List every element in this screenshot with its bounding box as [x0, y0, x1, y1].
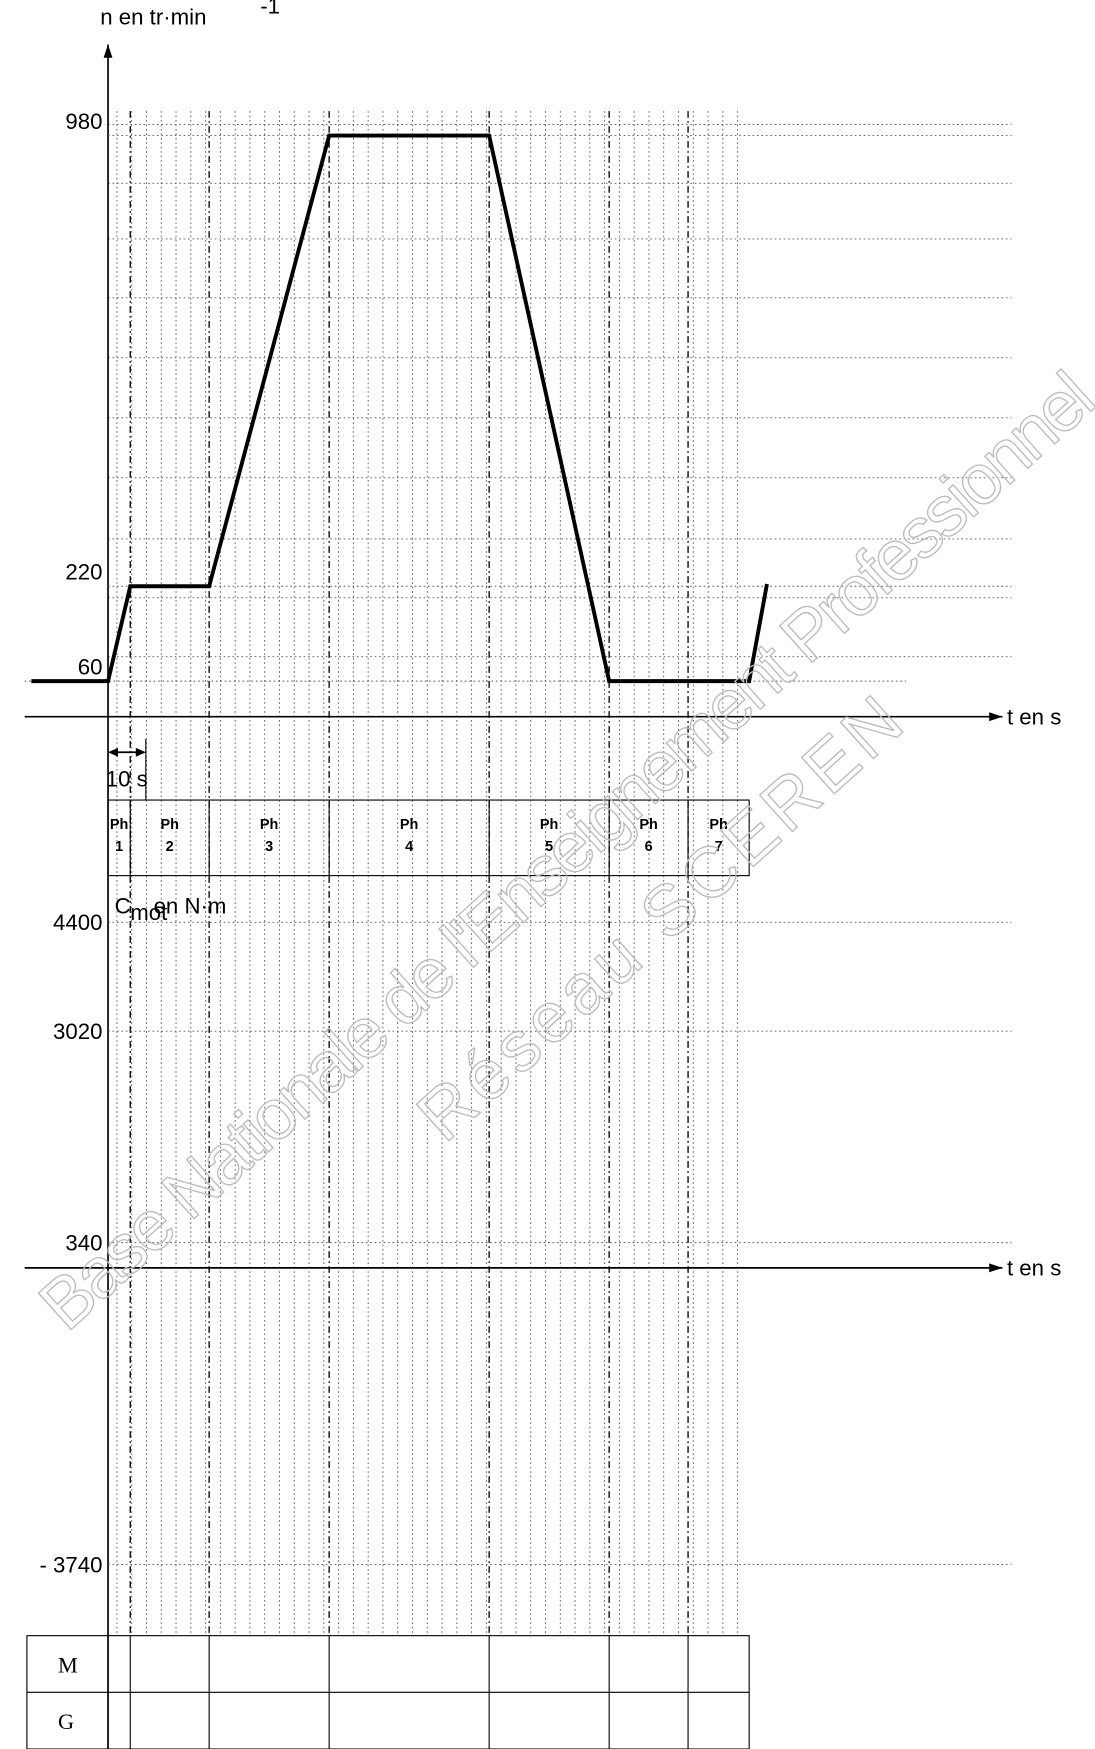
- grid: [108, 111, 1012, 1636]
- axis-label: C: [115, 893, 131, 918]
- y-tick-label: 4400: [53, 910, 102, 935]
- y-tick-label: 220: [65, 560, 102, 585]
- mode-label: G: [58, 1709, 74, 1734]
- y-tick-label: 340: [65, 1230, 102, 1255]
- phase-number: 2: [166, 839, 174, 855]
- phase-label: Ph: [160, 817, 178, 833]
- y-tick-label: 980: [65, 109, 102, 134]
- axis-label: en N·m: [154, 893, 227, 918]
- phase-label: Ph: [110, 817, 128, 833]
- y-tick-label: - 3740: [39, 1552, 102, 1577]
- phase-number: 5: [545, 839, 553, 855]
- phase-number: 4: [405, 839, 413, 855]
- axis-label-sub: mot: [130, 900, 168, 925]
- y-tick-label: 3020: [53, 1019, 102, 1044]
- speed-axis-head: [103, 44, 113, 58]
- time-axis-head: [989, 1263, 1003, 1273]
- axis-label: n en tr·min: [100, 4, 206, 29]
- phase-number: 3: [265, 839, 273, 855]
- speed-profile: [31, 133, 769, 684]
- time-axis-head: [989, 712, 1003, 722]
- phase-number: 6: [645, 839, 653, 855]
- axis-label: t en s: [1007, 704, 1061, 729]
- phase-label: Ph: [709, 817, 727, 833]
- phase-number: 7: [715, 839, 723, 855]
- y-tick-label: 60: [78, 654, 103, 679]
- phase-label: Ph: [639, 817, 657, 833]
- axis-label: t en s: [1007, 1256, 1061, 1281]
- phase-label: Ph: [260, 817, 278, 833]
- axis-label-sup: -1: [260, 0, 280, 18]
- phase-table: [107, 799, 750, 877]
- scale-arrow-head: [108, 747, 119, 757]
- scale-label: 10 s: [106, 767, 148, 792]
- phase-label: Ph: [400, 817, 418, 833]
- scale-arrow-head: [135, 747, 146, 757]
- mode-label: M: [58, 1652, 78, 1677]
- phase-label: Ph: [540, 817, 558, 833]
- phase-number: 1: [115, 839, 123, 855]
